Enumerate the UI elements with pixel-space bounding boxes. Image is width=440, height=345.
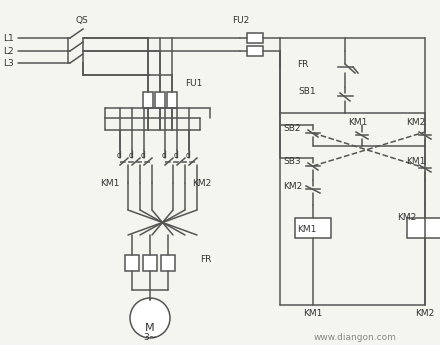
Text: KM1: KM1 xyxy=(303,308,323,317)
Text: KM1: KM1 xyxy=(297,226,317,235)
Bar xyxy=(155,92,165,108)
Text: KM2: KM2 xyxy=(283,181,302,190)
Text: L3: L3 xyxy=(3,59,14,68)
Text: SB2: SB2 xyxy=(283,124,301,132)
Text: 3~: 3~ xyxy=(143,334,157,343)
Text: d: d xyxy=(140,151,146,160)
Text: SB3: SB3 xyxy=(283,157,301,166)
Text: SB1: SB1 xyxy=(298,87,315,96)
Bar xyxy=(125,255,139,271)
Bar xyxy=(295,218,331,238)
Text: KM1: KM1 xyxy=(406,157,425,166)
Bar xyxy=(247,33,263,43)
Text: FR: FR xyxy=(297,59,308,69)
Text: FU1: FU1 xyxy=(185,79,202,88)
Text: KM2: KM2 xyxy=(397,214,417,223)
Bar xyxy=(167,92,177,108)
Circle shape xyxy=(130,298,170,338)
Text: M: M xyxy=(145,323,155,333)
Text: d: d xyxy=(173,151,179,160)
Text: QS: QS xyxy=(75,16,88,24)
Text: KM2: KM2 xyxy=(192,178,211,187)
Text: FU2: FU2 xyxy=(232,16,249,24)
Text: d: d xyxy=(161,151,166,160)
Bar xyxy=(143,255,157,271)
Bar xyxy=(161,255,175,271)
Bar xyxy=(407,218,440,238)
Bar xyxy=(247,46,263,56)
Bar xyxy=(143,92,153,108)
Text: KM2: KM2 xyxy=(415,308,435,317)
Text: KM1: KM1 xyxy=(348,118,367,127)
Text: FR: FR xyxy=(200,256,211,265)
Text: L2: L2 xyxy=(3,47,14,56)
Text: L1: L1 xyxy=(3,33,14,42)
Text: KM1: KM1 xyxy=(100,178,119,187)
Text: www.diangon.com: www.diangon.com xyxy=(314,334,396,343)
Text: d: d xyxy=(186,151,191,160)
Text: d: d xyxy=(128,151,133,160)
Text: d: d xyxy=(117,151,121,160)
Text: KM2: KM2 xyxy=(406,118,425,127)
